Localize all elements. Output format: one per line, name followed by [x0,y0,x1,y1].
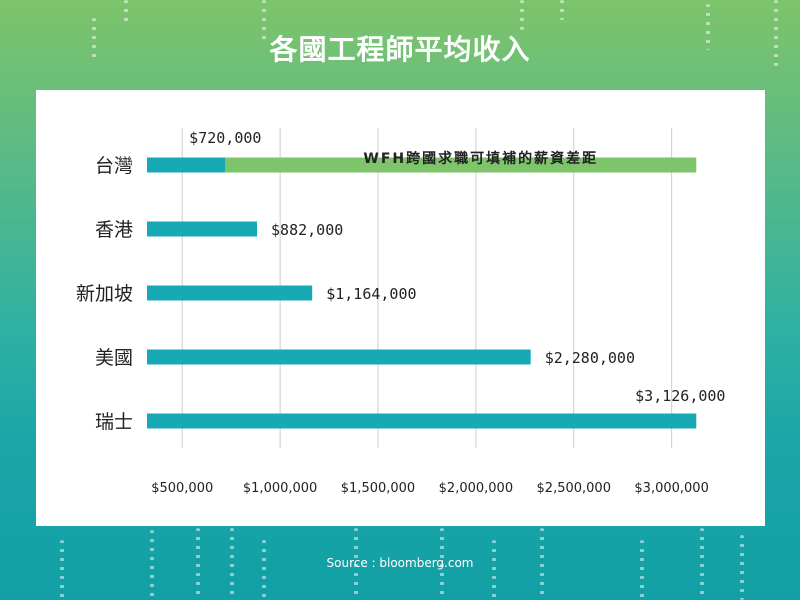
category-label: 台灣 [95,155,133,177]
salary-gap-annotation: WFH跨國求職可填補的薪資差距 [363,150,598,167]
decorative-streak [640,540,644,600]
value-label: $720,000 [189,129,261,147]
value-label: $3,126,000 [635,387,725,405]
category-label: 新加坡 [76,283,133,305]
decorative-streak [700,528,704,600]
x-tick-label: $2,000,000 [439,481,513,496]
decorative-streak [150,530,154,600]
decorative-streak [706,4,710,50]
source-credit: Source : bloomberg.com [326,556,474,570]
x-tick-label: $500,000 [151,481,213,496]
bar [147,157,226,173]
decorative-streak [492,540,496,600]
x-tick-label: $1,500,000 [341,481,415,496]
category-label: 美國 [95,347,133,369]
chart-panel: $500,000 $1,000,000 $1,500,000 $2,000,000 $2… [36,90,765,526]
decorative-streak [440,528,444,600]
decorative-streak [354,528,358,600]
category-label: 瑞士 [95,411,133,433]
value-label: $882,000 [271,221,343,239]
decorative-streak [774,0,778,70]
decorative-streak [262,0,266,40]
bar [147,285,313,301]
category-label: 香港 [95,219,133,241]
decorative-streak [262,540,266,600]
decorative-streak [60,540,64,600]
bar [147,221,258,237]
decorative-streak [560,0,564,20]
x-tick-label: $2,500,000 [537,481,611,496]
decorative-streak [520,0,524,30]
value-label: $1,164,000 [326,285,416,303]
decorative-streak [124,0,128,24]
decorative-streak [92,18,96,58]
value-label: $2,280,000 [545,349,635,367]
bar [147,349,531,365]
page-title: 各國工程師平均收入 [269,33,531,66]
x-tick-label: $1,000,000 [243,481,317,496]
x-tick-label: $3,000,000 [634,481,708,496]
bar-chart: $500,000 $1,000,000 $1,500,000 $2,000,000 $2… [76,128,725,496]
salary-gap-bar [225,157,697,173]
decorative-streak [230,528,234,600]
decorative-streak [540,528,544,600]
decorative-streak [740,535,744,600]
decorative-streak [196,528,200,600]
bar [147,413,697,429]
